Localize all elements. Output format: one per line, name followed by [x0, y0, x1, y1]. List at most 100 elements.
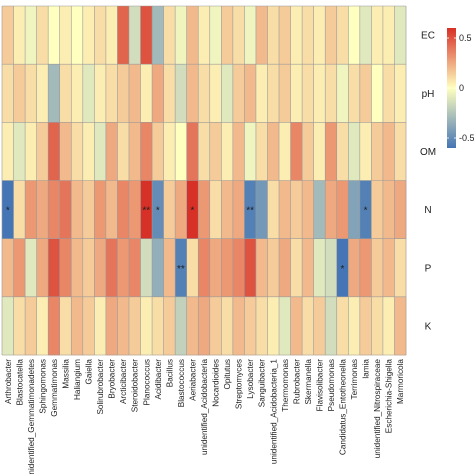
heatmap-cell	[336, 64, 349, 123]
heatmap-cell	[152, 64, 164, 123]
heatmap-cell	[371, 122, 384, 181]
heatmap-cell	[128, 6, 141, 65]
heatmap-cell	[394, 180, 407, 240]
heatmap-cell	[36, 122, 49, 181]
heatmap-cell	[2, 238, 14, 298]
heatmap-cell	[198, 122, 211, 181]
column-label: unidentified_Acidobacteria	[200, 359, 209, 455]
column-label: Blastococcus	[177, 359, 186, 407]
column-label: Massilia	[61, 359, 70, 389]
heatmap-cell	[232, 180, 245, 240]
heatmap-cell	[94, 296, 107, 356]
significance-mark: **	[142, 206, 150, 217]
heatmap-cell	[163, 238, 176, 298]
heatmap-cell	[186, 6, 199, 65]
heatmap-cell	[48, 296, 61, 356]
heatmap-cell	[152, 296, 164, 356]
heatmap-cell	[140, 6, 153, 65]
heatmap-cell	[244, 180, 257, 240]
significance-mark: *	[341, 264, 345, 275]
heatmap-cell	[140, 180, 153, 240]
heatmap-cell	[255, 180, 268, 240]
heatmap-cell	[71, 6, 84, 65]
colorbar-tick-label: -0.5	[459, 133, 474, 143]
heatmap-cell	[105, 122, 118, 181]
heatmap-cell	[382, 6, 395, 65]
heatmap-cell	[394, 296, 407, 356]
column-label: Planococcus	[142, 359, 151, 405]
heatmap-cell	[359, 180, 372, 240]
heatmap-cell	[221, 6, 234, 65]
row-label: K	[425, 321, 432, 332]
heatmap-cell	[255, 64, 268, 123]
heatmap-cell	[2, 6, 14, 65]
heatmap-cell	[209, 238, 222, 298]
heatmap-cell	[382, 238, 395, 298]
column-label: Blastocatella	[15, 359, 24, 406]
heatmap-cell	[359, 6, 372, 65]
column-label: Lysobacter	[246, 359, 255, 399]
heatmap-cell	[186, 64, 199, 123]
column-label: Gaiella	[85, 359, 94, 385]
column-label: Sphingomonas	[38, 359, 47, 414]
column-label: Candidatus_Entotheonella	[339, 359, 348, 455]
heatmap-cell	[302, 122, 315, 181]
heatmap-cell	[117, 180, 130, 240]
heatmap-cell	[36, 180, 49, 240]
heatmap-cell	[279, 122, 291, 181]
heatmap-cell	[198, 64, 211, 123]
heatmap-cell	[313, 296, 326, 356]
heatmap-cell	[152, 238, 164, 298]
heatmap-cell	[82, 238, 95, 298]
heatmap-cell	[290, 64, 303, 123]
heatmap-cell	[313, 6, 326, 65]
column-label: unidentified_Acidobacteria_1	[269, 359, 278, 465]
column-label: Skermanella	[304, 359, 313, 405]
column-label: Acidibacter	[154, 359, 163, 400]
heatmap-cell	[313, 180, 326, 240]
heatmap-cell	[290, 238, 303, 298]
heatmap-cell	[13, 238, 26, 298]
heatmap-cell	[175, 238, 188, 298]
heatmap-cell	[382, 64, 395, 123]
heatmap-cell	[140, 238, 153, 298]
heatmap-cell	[105, 64, 118, 123]
heatmap-cell	[140, 296, 153, 356]
heatmap-cell	[232, 122, 245, 181]
heatmap-cell	[244, 6, 257, 65]
heatmap-cell	[348, 180, 361, 240]
heatmap-cell	[13, 296, 26, 356]
heatmap-cell	[152, 180, 164, 240]
heatmap-cell	[25, 64, 38, 123]
heatmap-cell	[267, 122, 280, 181]
heatmap-cell	[302, 238, 315, 298]
heatmap-cell	[59, 180, 72, 240]
heatmap-cell	[94, 64, 107, 123]
heatmap-cell	[244, 238, 257, 298]
column-label: Steroidobacter	[131, 359, 140, 413]
heatmap-cell	[175, 296, 188, 356]
heatmap-cell	[128, 122, 141, 181]
heatmap-cell	[128, 296, 141, 356]
heatmap-cell	[348, 296, 361, 356]
heatmap-cell	[221, 122, 234, 181]
colorbar	[447, 28, 456, 148]
row-label: N	[424, 205, 431, 216]
heatmap-cell	[325, 180, 338, 240]
heatmap-cell	[382, 122, 395, 181]
column-label: Opitutus	[223, 359, 232, 390]
heatmap-cell	[94, 180, 107, 240]
heatmap-cell	[48, 6, 61, 65]
heatmap-cell	[198, 296, 211, 356]
heatmap-cell	[186, 296, 199, 356]
row-label: P	[425, 263, 432, 274]
heatmap-cell	[221, 64, 234, 123]
heatmap-cell	[394, 122, 407, 181]
heatmap-cell	[336, 180, 349, 240]
significance-mark: *	[6, 206, 10, 217]
colorbar-tick-label: 0	[459, 83, 464, 93]
column-label: Rubrobacter	[292, 359, 301, 404]
heatmap-cell	[25, 296, 38, 356]
heatmap-cell	[371, 180, 384, 240]
